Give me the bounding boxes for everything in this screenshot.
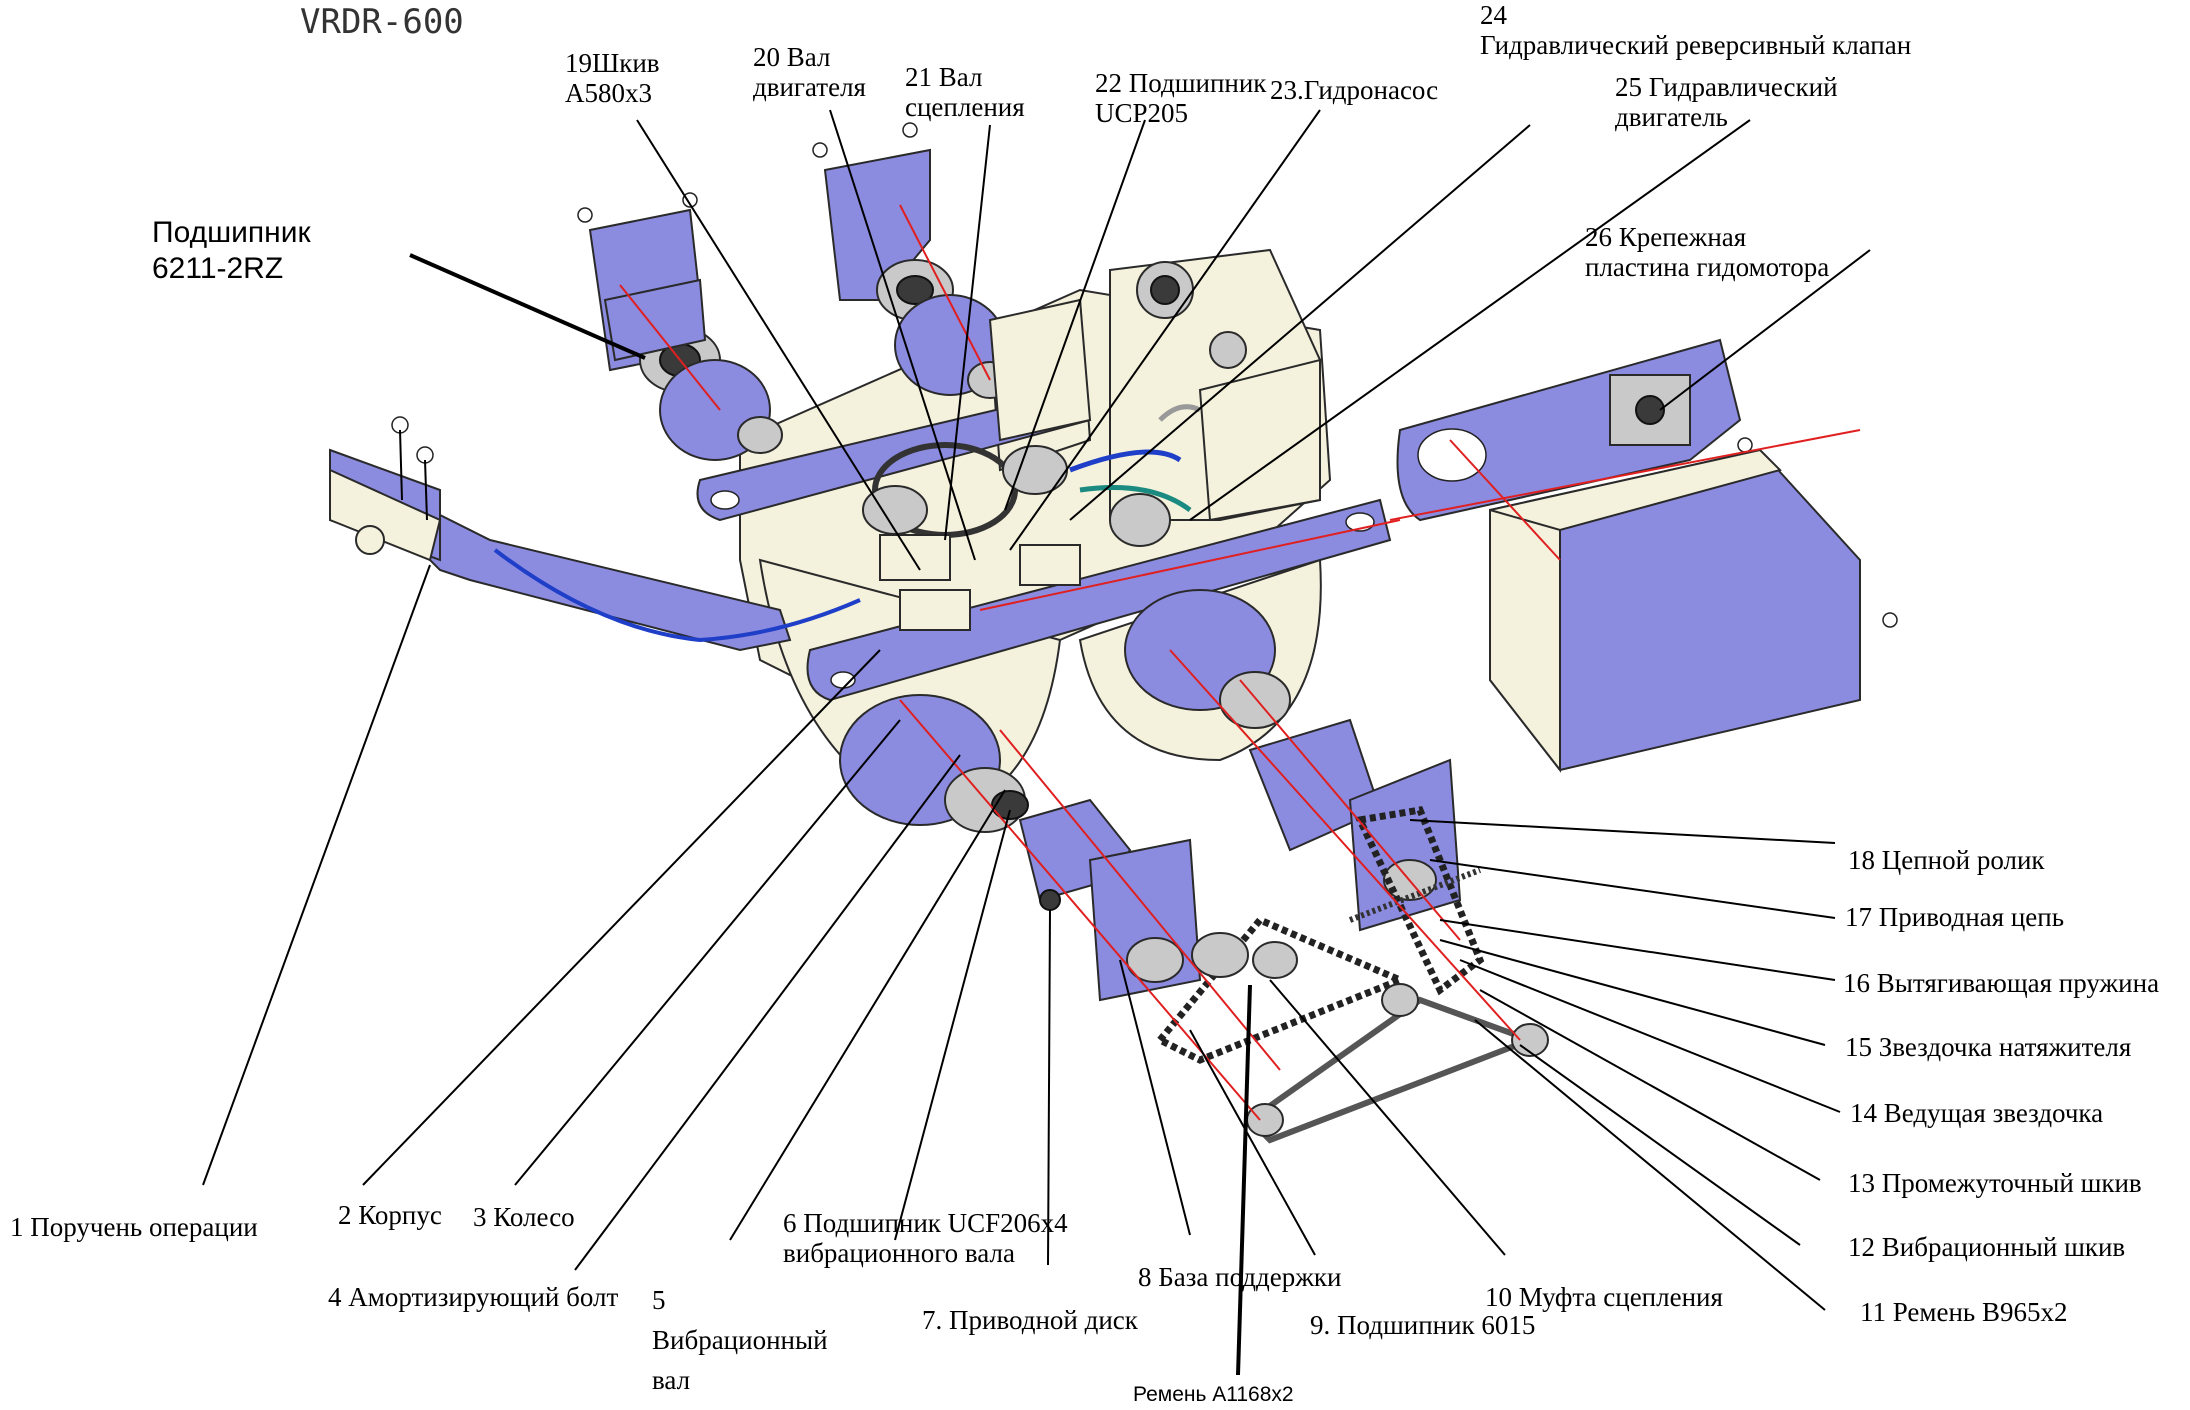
label-6-bearing-ucf206: 6 Подшипник UCF206x4 вибрационного вала — [783, 1208, 1068, 1268]
label-4-damping-bolt: 4 Амортизирующий болт — [328, 1282, 619, 1312]
label-3-wheel: 3 Колесо — [473, 1202, 575, 1232]
label-2-housing: 2 Корпус — [338, 1200, 442, 1230]
label-15-tensioner-sprocket: 15 Звездочка натяжителя — [1845, 1032, 2132, 1062]
label-16-tension-spring: 16 Вытягивающая пружина — [1843, 968, 2160, 998]
hydraulic-motor-cover-box — [1489, 437, 1898, 773]
drive-chain-belt-assembly — [1154, 806, 1549, 1144]
rear-vibration-shaft-assembly — [1124, 589, 1462, 932]
label-21-clutch-shaft: 21 Вал сцепления — [905, 62, 1025, 122]
label-8-support-base: 8 База поддержки — [1138, 1262, 1342, 1292]
label-1-operating-handle: 1 Поручень операции — [10, 1212, 258, 1242]
label-7-drive-disc: 7. Приводной диск — [922, 1305, 1138, 1335]
label-22-bearing-ucp205: 22 Подшипник UCP205 — [1095, 68, 1267, 128]
label-5-vibration-shaft: 5 Вибрационный вал — [652, 1285, 828, 1395]
label-23-hydraulic-pump: 23.Гидронасос — [1270, 75, 1439, 105]
model-title: VRDR-600 — [300, 2, 464, 42]
label-9-bearing-6015: 9. Подшипник 6015 — [1310, 1310, 1536, 1340]
label-bearing-6211: Подшипник 6211-2RZ — [152, 216, 311, 285]
label-24-reversing-valve: 24 Гидравлический реверсивный клапан — [1480, 0, 1912, 60]
top-left-shaft-assembly — [577, 192, 783, 461]
label-11-belt-b965: 11 Ремень B965x2 — [1860, 1297, 2068, 1327]
label-17-drive-chain: 17 Приводная цепь — [1845, 902, 2065, 932]
leader-lines — [202, 109, 1871, 1376]
label-26-motor-mounting-plate: 26 Крепежная пластина гидомотора — [1585, 222, 1830, 282]
label-12-vibration-pulley: 12 Вибрационный шкив — [1848, 1232, 2126, 1262]
label-13-intermediate-pulley: 13 Промежуточный шкив — [1848, 1168, 2142, 1198]
label-14-drive-sprocket: 14 Ведущая звездочка — [1850, 1098, 2104, 1128]
label-20-motor-shaft: 20 Вал двигателя — [753, 42, 866, 102]
front-vibration-shaft-assembly — [839, 694, 1202, 1002]
label-18-chain-roller: 18 Цепной ролик — [1848, 845, 2045, 875]
housing-body — [739, 248, 1332, 822]
label-belt-a1168: Ремень A1168x2 — [1133, 1383, 1294, 1406]
operating-handle — [329, 416, 861, 652]
label-25-hydraulic-motor: 25 Гидравлический двигатель — [1615, 72, 1838, 132]
top-pulley-belt-assembly — [862, 404, 1202, 631]
label-19-pulley: 19Шкив A580x3 — [565, 48, 660, 108]
label-10-clutch: 10 Муфта сцепления — [1485, 1282, 1723, 1312]
